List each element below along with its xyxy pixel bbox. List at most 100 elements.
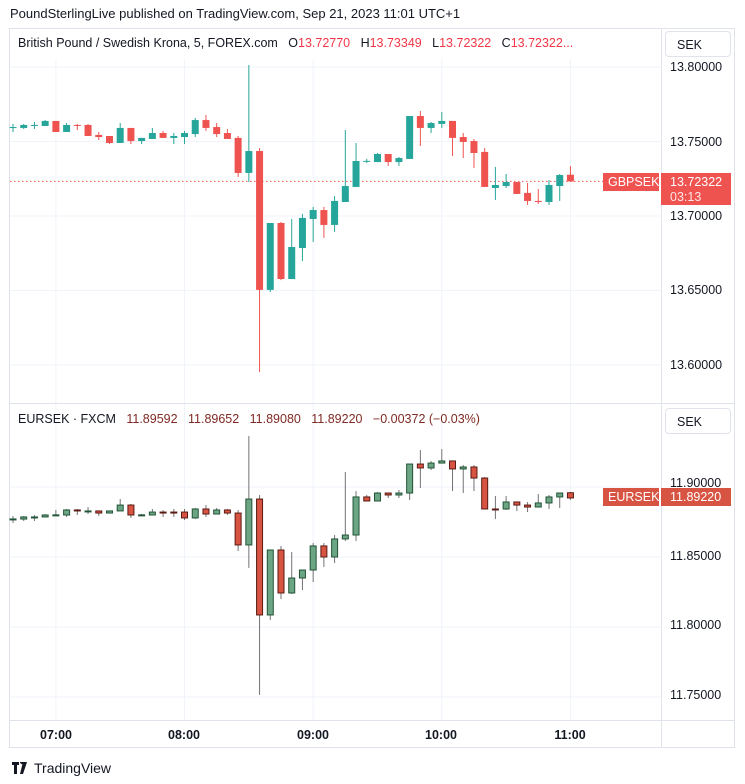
candle-body	[491, 508, 499, 511]
currency-button-bottom[interactable]: SEK	[665, 408, 731, 434]
candle-body	[127, 504, 135, 516]
candle-body	[545, 185, 553, 202]
candle-body	[470, 141, 478, 153]
symbol-tag-top: GBPSEK	[603, 173, 659, 191]
open-label: O	[288, 36, 298, 50]
low-value: 13.72322	[439, 36, 492, 50]
candle-body	[416, 463, 424, 469]
high-value-bottom: 11.89652	[188, 412, 240, 426]
candle-body	[384, 492, 392, 496]
candle-body	[513, 182, 521, 194]
y-tick: 13.65000	[670, 283, 723, 297]
candle-body	[341, 534, 349, 540]
candle-body	[309, 210, 317, 219]
candle-body	[524, 504, 532, 508]
candle-body	[223, 509, 231, 514]
candle-body	[20, 516, 28, 520]
open-value: 13.72770	[298, 36, 351, 50]
candle-body	[202, 120, 210, 128]
candle-body	[116, 127, 124, 143]
candle-body	[341, 186, 349, 202]
candle-body	[202, 508, 210, 515]
candle-body	[459, 466, 467, 470]
candle-body	[30, 124, 38, 126]
high-value: 13.73349	[369, 36, 422, 50]
candle-body	[363, 160, 371, 162]
low-value-bottom: 11.89080	[249, 412, 301, 426]
y-tick: 13.70000	[670, 209, 723, 223]
y-tick: 13.75000	[670, 135, 723, 149]
close-value: 13.72322...	[510, 36, 574, 50]
symbol-title[interactable]: British Pound / Swedish Krona, 5, FOREX.…	[18, 36, 278, 50]
candle-body	[277, 223, 285, 280]
candle-body	[245, 498, 253, 546]
candle-body	[373, 154, 381, 163]
candle-body	[534, 200, 542, 202]
change-value-bottom: −0.00372 (−0.03%)	[372, 412, 480, 426]
tradingview-logo-icon	[12, 762, 27, 774]
candle-body	[181, 133, 189, 138]
candle-body	[331, 200, 339, 225]
x-tick: 10:00	[425, 728, 457, 742]
y-tick: 13.80000	[670, 60, 723, 74]
candle-body	[73, 509, 81, 512]
candle-body	[481, 151, 489, 187]
candle-body	[363, 496, 371, 502]
candle-body	[320, 210, 328, 225]
candle-body	[331, 538, 339, 558]
candle-body	[159, 511, 167, 514]
candle-body	[470, 466, 478, 479]
candle-body	[449, 460, 457, 470]
candle-body	[170, 511, 178, 514]
published-caption: PoundSterlingLive published on TradingVi…	[10, 6, 461, 21]
candle-body	[105, 135, 113, 143]
candle-body	[41, 120, 49, 127]
last-price-tag-top: 13.72322 03:13	[661, 173, 731, 205]
candle-body	[556, 175, 564, 187]
candle-body	[502, 501, 510, 510]
candle-body	[84, 510, 92, 513]
candle-body	[191, 120, 199, 135]
y-tick: 11.85000	[670, 549, 722, 563]
candle-body	[298, 217, 306, 249]
candle-body	[524, 192, 532, 201]
x-tick: 07:00	[40, 728, 72, 742]
low-label: L	[432, 36, 440, 50]
x-tick: 11:00	[554, 728, 586, 742]
candle-body	[373, 492, 381, 502]
candle-body	[138, 514, 146, 517]
currency-button-top[interactable]: SEK	[665, 31, 731, 57]
candle-body	[566, 174, 574, 182]
candle-body	[309, 545, 317, 571]
candle-body	[9, 518, 17, 521]
candle-body	[395, 158, 403, 163]
candle-body	[105, 510, 113, 514]
candle-body	[148, 511, 156, 516]
chart-frame	[9, 28, 735, 748]
x-tick: 08:00	[168, 728, 200, 742]
candle-body	[320, 545, 328, 558]
symbol-title-bottom[interactable]: EURSEK · FXCM	[18, 412, 116, 426]
candle-body	[406, 116, 414, 159]
candle-body	[95, 510, 103, 514]
candle-body	[95, 134, 103, 138]
legend-top: British Pound / Swedish Krona, 5, FOREX.…	[18, 36, 573, 50]
candle-body	[9, 127, 17, 129]
candle-body	[127, 127, 135, 142]
candle-body	[416, 116, 424, 128]
footer-brand[interactable]: TradingView	[12, 760, 111, 776]
open-value-bottom: 11.89592	[126, 412, 178, 426]
candle-body	[191, 508, 199, 519]
last-price-tag-bottom: 11.89220	[661, 488, 731, 506]
candle-body	[406, 463, 414, 494]
y-tick: 11.90000	[670, 476, 722, 490]
candle-body	[148, 133, 156, 139]
candle-body	[288, 577, 296, 594]
candle-body	[277, 549, 285, 594]
candle-body	[20, 124, 28, 128]
candle-body	[138, 137, 146, 142]
candle-body	[116, 504, 124, 512]
candle-body	[159, 133, 167, 138]
candle-body	[384, 154, 392, 163]
